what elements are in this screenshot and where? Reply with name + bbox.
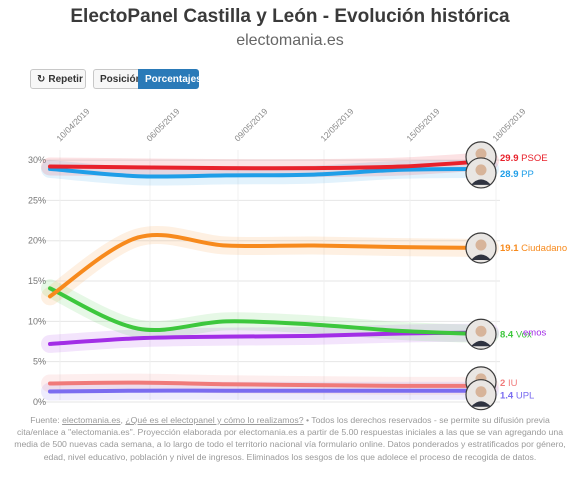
avatar-upl <box>465 379 497 411</box>
series-label-ciudadano: 19.1 Ciudadano <box>500 243 567 254</box>
x-tick-label: 18/05/2019 <box>490 106 527 143</box>
page-title: ElectoPanel Castilla y León - Evolución … <box>70 6 510 27</box>
faq-link[interactable]: ¿Qué es el electopanel y cómo lo realiza… <box>125 415 304 425</box>
series-line-upl[interactable] <box>48 388 492 394</box>
series-line-iu[interactable] <box>48 380 492 388</box>
y-tick-label: 5% <box>33 357 46 367</box>
repeat-button[interactable]: ↻ Repetir <box>30 69 86 89</box>
series-label-pp: 28.9 PP <box>500 169 534 180</box>
party-avatars <box>465 141 497 411</box>
footer-sep: , <box>120 415 126 425</box>
series-line-pp[interactable] <box>48 166 492 179</box>
y-tick-label: 10% <box>28 316 46 326</box>
x-tick-label: 15/05/2019 <box>404 106 441 143</box>
series-label-vox: 8.4 Vox <box>500 329 532 340</box>
footer-source-prefix: Fuente: <box>30 415 63 425</box>
x-tick-label: 12/05/2019 <box>318 106 355 143</box>
avatar-ciudadano <box>465 232 497 264</box>
grid-lines <box>38 150 500 403</box>
repeat-label: Repetir <box>48 74 83 85</box>
x-tick-label: 09/05/2019 <box>232 106 269 143</box>
series-glow-vox <box>41 279 499 344</box>
source-link[interactable]: electomania.es <box>62 415 121 425</box>
x-axis-ticks: 10/04/2019 06/05/2019 09/05/2019 12/05/2019… <box>54 106 527 143</box>
series-line-ciudadano[interactable] <box>48 232 492 299</box>
series-label-psoe: 29.9 PSOE <box>500 153 548 164</box>
series-end-labels: 29.9 PSOE 28.9 PP 19.1 Ciudadano 8.4 Voxemo… <box>500 153 567 402</box>
footer-notes: Fuente: electomania.es, ¿Qué es el elect… <box>14 414 566 486</box>
refresh-icon: ↻ <box>37 74 46 85</box>
footer-text: • Todos los derechos reservados - se per… <box>14 415 566 462</box>
percentages-toggle-button[interactable]: Porcentajes <box>138 69 202 89</box>
y-axis-ticks: 0% 5% 10% 15% 20% 25% 30% <box>28 155 46 407</box>
x-tick-label: 10/04/2019 <box>54 106 91 143</box>
page-subtitle: electomania.es <box>236 32 344 49</box>
series-glows <box>41 151 499 401</box>
series-label-iu: 2 IU <box>500 378 518 389</box>
series-label-emos: emos <box>523 328 546 339</box>
series-line-vox[interactable] <box>48 286 492 337</box>
series-label-upl: 1.4 UPL <box>500 391 534 402</box>
avatar-pp <box>465 157 497 189</box>
series-line-psoe[interactable] <box>48 158 492 171</box>
position-toggle-button[interactable]: Posición <box>93 69 142 89</box>
y-tick-label: 15% <box>28 276 46 286</box>
y-tick-label: 20% <box>28 236 46 246</box>
x-tick-label: 06/05/2019 <box>144 106 181 143</box>
y-tick-label: 30% <box>28 155 46 165</box>
series-lines <box>48 158 492 394</box>
y-tick-label: 0% <box>33 397 46 407</box>
avatar-vox <box>465 318 497 350</box>
y-tick-label: 25% <box>28 195 46 205</box>
